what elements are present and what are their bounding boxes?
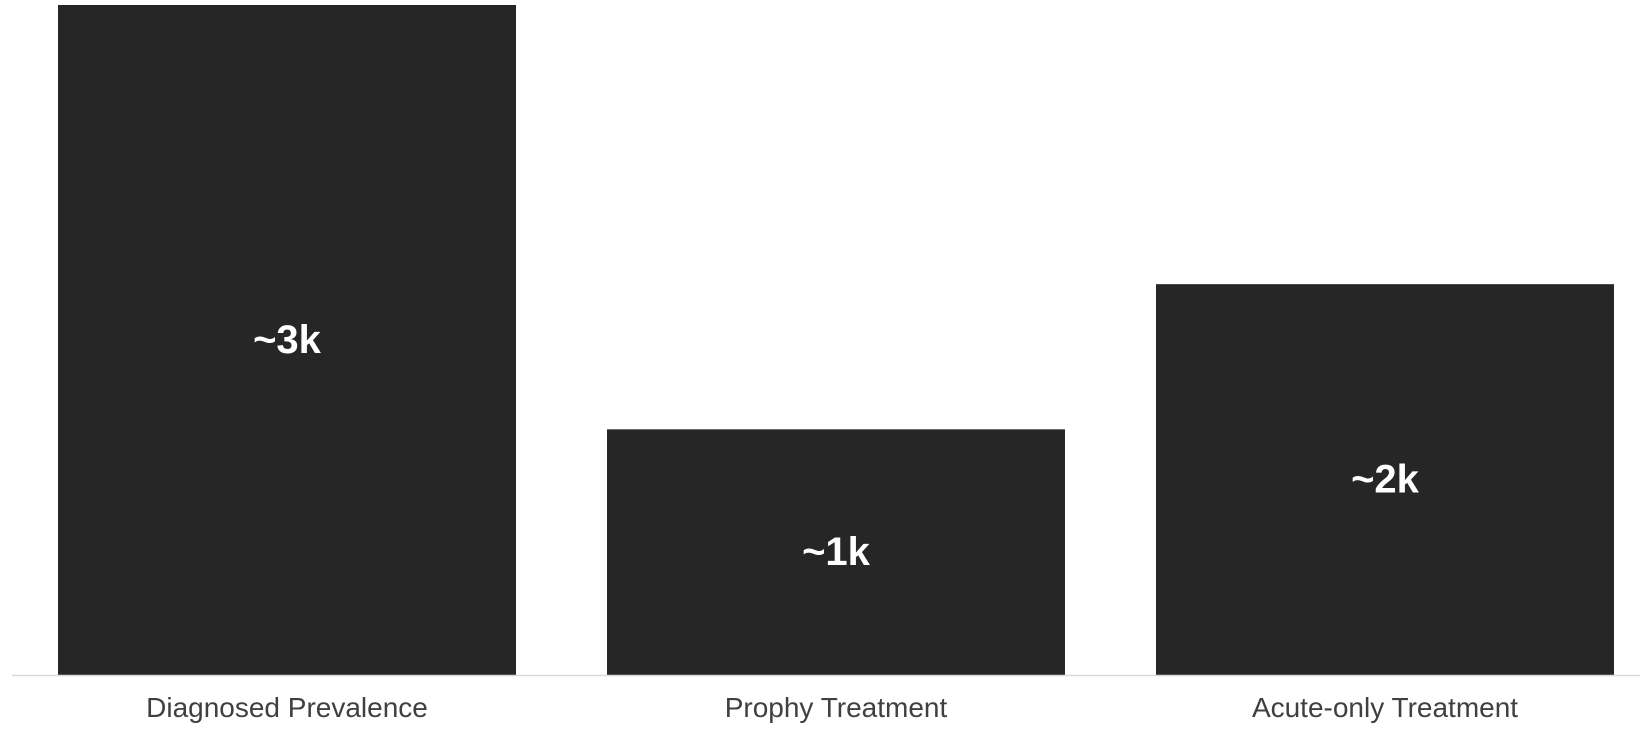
data-label-0: ~3k: [253, 318, 322, 362]
category-label-0: Diagnosed Prevalence: [146, 692, 428, 723]
bar-1: [607, 429, 1065, 675]
bar-2: [1156, 284, 1614, 675]
data-label-2: ~2k: [1351, 458, 1420, 502]
bars-layer: [58, 5, 1614, 675]
data-label-1: ~1k: [802, 530, 871, 574]
data-labels-layer: ~3k ~1k ~2k: [253, 318, 1420, 574]
bar-0: [58, 5, 516, 675]
category-label-2: Acute-only Treatment: [1252, 692, 1518, 723]
category-label-1: Prophy Treatment: [725, 692, 948, 723]
category-labels-layer: Diagnosed Prevalence Prophy Treatment Acut…: [146, 692, 1518, 723]
